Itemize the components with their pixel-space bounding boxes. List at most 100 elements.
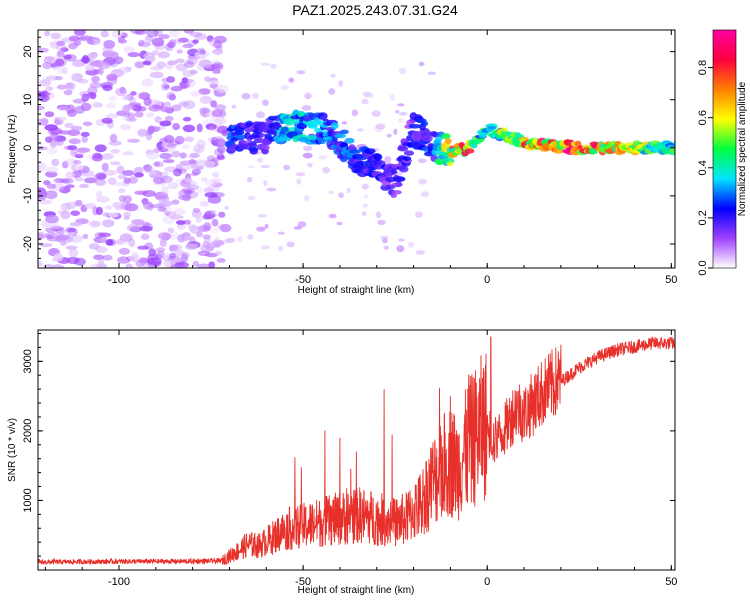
noise-blob: [256, 226, 266, 232]
noise-blob: [97, 61, 111, 70]
noise-blob: [181, 187, 195, 194]
noise-blob: [82, 233, 89, 240]
noise-blob: [247, 234, 254, 240]
noise-blob: [171, 199, 180, 205]
noise-blob: [142, 60, 152, 66]
noise-blob: [105, 239, 114, 246]
noise-blob: [170, 85, 183, 92]
x-tick-label: 0: [484, 274, 490, 286]
noise-blob: [86, 92, 97, 99]
noise-blob: [85, 65, 96, 72]
noise-blob: [44, 190, 58, 200]
noise-blob: [341, 121, 348, 125]
noise-blob: [159, 175, 173, 184]
noise-blob: [51, 264, 65, 268]
noise-blob: [124, 104, 136, 111]
noise-blob: [256, 157, 264, 163]
noise-blob: [394, 110, 400, 114]
noise-blob: [196, 139, 206, 149]
noise-blob: [161, 144, 176, 153]
noise-blob: [178, 189, 192, 198]
noise-blob: [138, 257, 151, 264]
noise-blob: [195, 216, 202, 223]
noise-blob: [170, 215, 184, 220]
noise-blob: [106, 102, 116, 109]
noise-blob: [89, 264, 104, 268]
noise-blob: [101, 153, 114, 160]
noise-blob: [185, 243, 198, 250]
signal-blob: [339, 129, 349, 135]
noise-blob: [157, 206, 167, 212]
noise-blob: [175, 58, 186, 64]
noise-blob: [171, 104, 182, 112]
noise-blob: [45, 214, 59, 224]
noise-blob: [190, 90, 202, 97]
noise-blob: [61, 66, 68, 75]
noise-blob: [126, 117, 137, 122]
noise-blob: [328, 213, 337, 219]
noise-blob: [204, 210, 216, 220]
noise-blob: [74, 153, 84, 159]
signal-blob: [317, 112, 328, 120]
noise-blob: [362, 203, 368, 208]
noise-blob: [196, 231, 203, 238]
noise-blob: [153, 30, 163, 37]
noise-blob: [418, 178, 427, 185]
noise-blob: [168, 252, 177, 259]
noise-blob: [189, 31, 203, 38]
signal-blob: [486, 125, 497, 130]
noise-blob: [152, 104, 161, 110]
noise-blob: [211, 218, 219, 227]
signal-blob: [259, 133, 266, 138]
noise-blob: [108, 212, 119, 218]
noise-blob: [296, 178, 302, 185]
noise-blob: [56, 40, 66, 47]
noise-blob: [102, 219, 115, 228]
noise-blob: [187, 57, 199, 65]
noise-blob: [219, 223, 232, 233]
noise-blob: [134, 190, 148, 195]
noise-blob: [362, 91, 372, 96]
noise-blob: [97, 67, 104, 75]
signal-blob: [313, 117, 322, 124]
signal-blob: [306, 134, 319, 141]
noise-blob: [189, 69, 198, 75]
signal-blob: [673, 140, 675, 146]
noise-blob: [64, 122, 74, 129]
noise-blob: [74, 199, 83, 207]
noise-blob: [151, 37, 165, 47]
noise-blob: [182, 43, 194, 49]
noise-blob: [152, 49, 159, 56]
noise-blob: [45, 86, 54, 92]
noise-blob: [346, 187, 351, 194]
noise-blob: [303, 145, 313, 152]
noise-blob: [196, 123, 203, 133]
noise-blob: [260, 62, 270, 66]
noise-blob: [95, 172, 107, 181]
noise-blob: [93, 254, 104, 260]
noise-blob: [173, 249, 184, 257]
noise-blob: [106, 113, 118, 119]
noise-blob: [46, 75, 59, 81]
y-tick-label: 20: [22, 46, 34, 58]
noise-blob: [147, 257, 162, 266]
noise-blob: [115, 87, 128, 97]
noise-blob: [38, 105, 46, 111]
noise-blob: [118, 247, 130, 255]
noise-blob: [134, 30, 147, 36]
noise-blob: [101, 162, 109, 172]
noise-blob: [138, 39, 145, 47]
noise-blob: [393, 128, 398, 136]
noise-blob: [170, 264, 182, 268]
noise-blob: [130, 30, 144, 35]
signal-blob: [307, 123, 318, 129]
noise-blob: [46, 147, 58, 155]
x-tick-label: 50: [665, 274, 677, 286]
signal-blob: [348, 149, 361, 154]
noise-blob: [156, 61, 167, 68]
noise-blob: [45, 56, 59, 61]
signal-blob: [669, 146, 675, 154]
signal-blob: [397, 145, 409, 152]
noise-blob: [57, 105, 71, 112]
noise-blob: [167, 41, 176, 48]
